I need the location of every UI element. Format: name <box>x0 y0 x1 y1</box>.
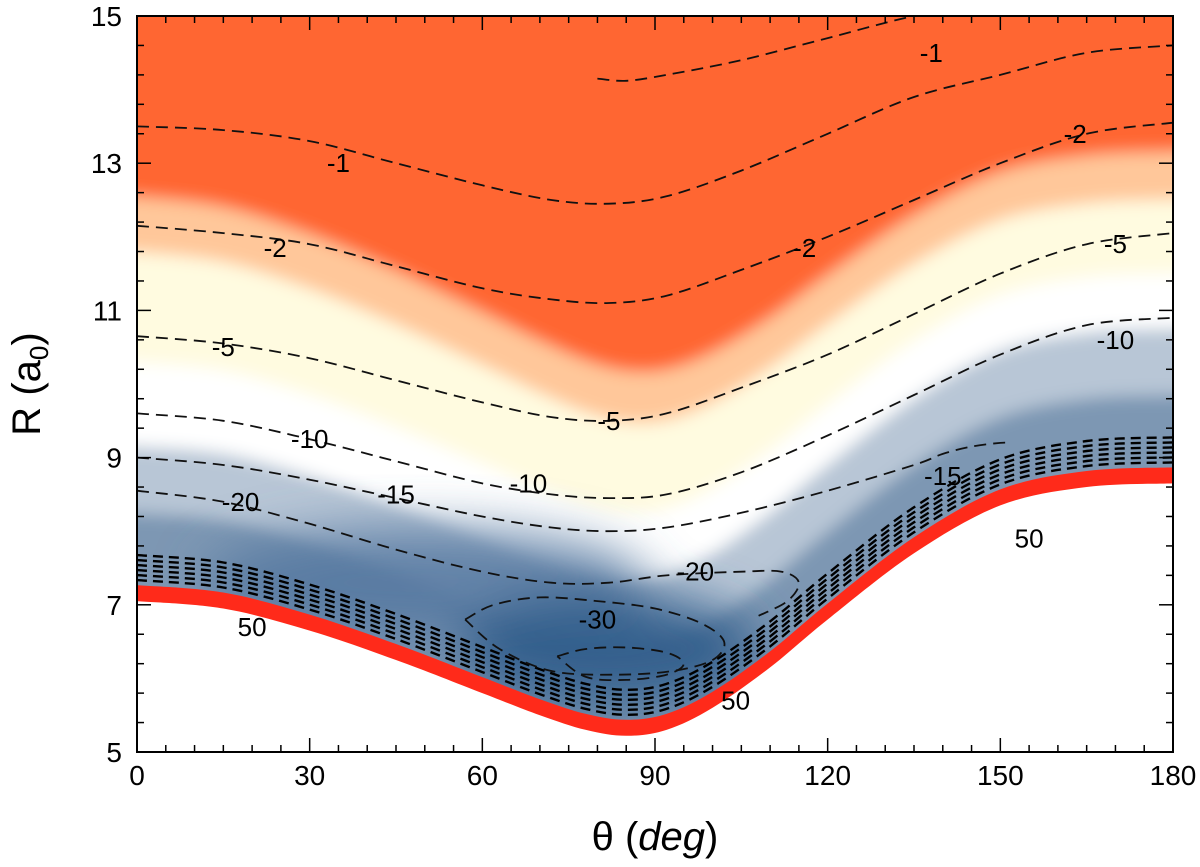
contour-label: -2 <box>1064 119 1087 149</box>
x-tick-label: 150 <box>977 760 1024 791</box>
contour-line <box>556 646 685 682</box>
contour-line <box>137 232 1173 422</box>
contour-line <box>137 44 1173 205</box>
y-axis-main: R <box>5 407 49 436</box>
x-tick-label: 60 <box>467 760 498 791</box>
contour-label: -10 <box>1097 325 1135 355</box>
contour-label: -10 <box>510 468 548 498</box>
x-axis-label: θ (deg) <box>592 815 719 859</box>
x-tick-label: 90 <box>639 760 670 791</box>
contour-label: -5 <box>597 406 620 436</box>
contour-label: -30 <box>579 605 617 635</box>
wall-contour-line <box>137 446 1173 702</box>
x-axis-unit: deg <box>638 815 705 859</box>
wall-contour-line <box>137 451 1173 707</box>
x-axis-symbol: θ <box>592 815 614 859</box>
plot-area: -1 -1 -2 -2 -2 -5 -5 -5 -10 -10 -10 -15 -15 -20 -20 -30… <box>137 16 1173 752</box>
contour-label: -15 <box>924 461 962 491</box>
contour-label: -15 <box>377 479 415 509</box>
contour-label: -1 <box>327 148 350 178</box>
wall-contour-line <box>137 441 1173 697</box>
contour-label: -20 <box>222 487 260 517</box>
contour-label: 50 <box>1015 524 1044 554</box>
wall-contour-line <box>137 456 1173 712</box>
contour-labels: -1 -1 -2 -2 -2 -5 -5 -5 -10 -10 -10 -15 -15 -20 -20 -30… <box>212 38 1134 716</box>
y-tick-label: 13 <box>91 148 122 179</box>
y-axis-unit: a <box>5 359 49 382</box>
x-tick-label: 120 <box>804 760 851 791</box>
y-axis-unit-sub: 0 <box>24 346 54 360</box>
contour-label: -20 <box>676 557 714 587</box>
repulsive-wall <box>137 436 1173 752</box>
contour-label: 50 <box>238 612 267 642</box>
contour-line <box>137 489 800 617</box>
y-tick-label: 11 <box>93 295 122 326</box>
y-tick-label: 9 <box>106 443 122 474</box>
x-tick-label: 180 <box>1150 760 1197 791</box>
y-tick-label: 15 <box>91 1 122 32</box>
x-tick-label: 0 <box>129 760 145 791</box>
axis-tick-labels: 0 30 60 90 120 150 180 5 7 9 11 13 15 <box>91 1 1197 791</box>
y-axis-label: R (a0) <box>5 332 54 435</box>
contour-label: -1 <box>920 38 943 68</box>
contour-line <box>597 16 919 82</box>
contour-label: -5 <box>1104 229 1127 259</box>
contour-line <box>137 121 1173 305</box>
contour-lines <box>137 16 1173 682</box>
axis-ticks <box>136 15 1174 753</box>
wall-contour-line <box>137 461 1173 717</box>
contour-label: 50 <box>721 685 750 715</box>
y-tick-label: 7 <box>106 590 122 621</box>
contour-line <box>464 596 726 676</box>
contour-label: -5 <box>212 332 235 362</box>
contour-label: -2 <box>793 233 816 263</box>
contour-label: -10 <box>291 424 329 454</box>
contour-line <box>137 316 1173 500</box>
contour-line <box>137 441 1012 533</box>
contour-label: -2 <box>264 233 287 263</box>
well-core <box>458 593 759 704</box>
x-tick-label: 30 <box>294 760 325 791</box>
wall-inaccessible-region <box>137 483 1173 752</box>
y-tick-label: 5 <box>106 737 122 768</box>
wall-contour-line <box>137 436 1173 692</box>
